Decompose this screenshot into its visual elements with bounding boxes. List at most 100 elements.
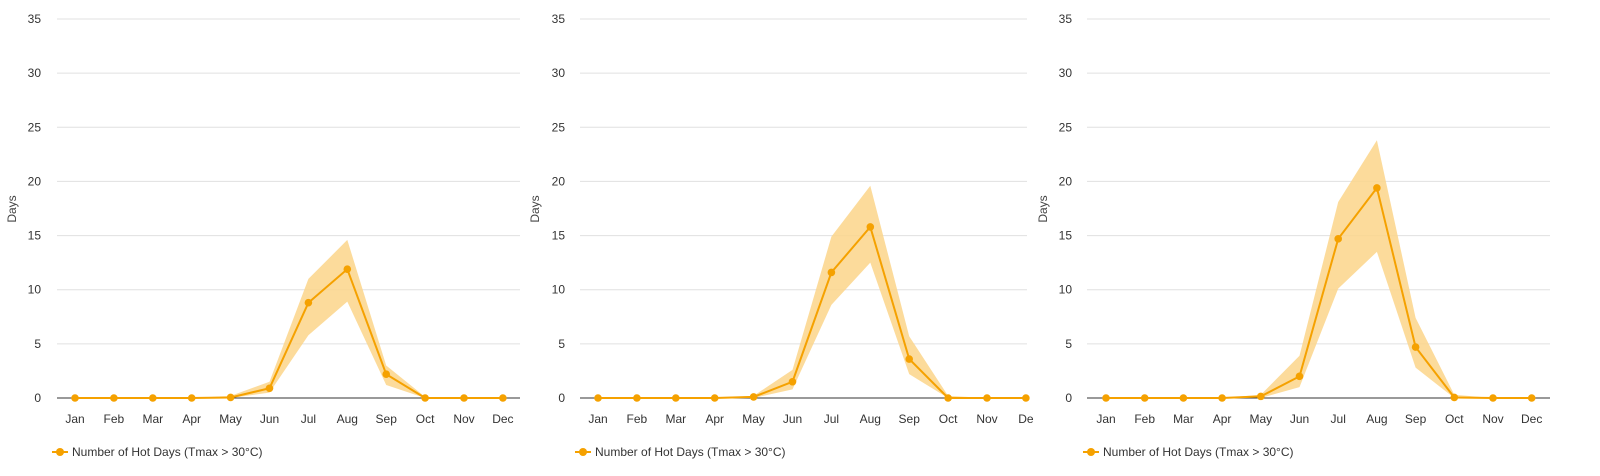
data-point	[710, 394, 719, 402]
data-point	[460, 394, 468, 402]
y-tick-label: 30	[28, 66, 42, 80]
data-point	[1373, 184, 1381, 192]
x-tick-label: Feb	[104, 412, 125, 426]
x-tick-label: Dec	[1521, 412, 1542, 426]
data-point	[187, 394, 196, 402]
y-tick-label: 0	[558, 391, 565, 405]
data-point	[1179, 394, 1188, 402]
y-tick-label: 30	[1059, 66, 1073, 80]
data-point	[788, 377, 797, 386]
data-point	[1489, 394, 1497, 402]
x-tick-label: Nov	[976, 412, 997, 426]
y-tick-label: 35	[552, 12, 566, 26]
data-point	[499, 394, 507, 402]
x-tick-label: Jan	[1096, 412, 1115, 426]
data-point	[827, 268, 836, 277]
x-tick-label: Aug	[1366, 412, 1387, 426]
range-band	[75, 239, 503, 398]
x-tick-label: Jun	[783, 412, 802, 426]
x-tick-label: Oct	[1445, 412, 1464, 426]
chart-panel-3: 0 5 10 15 20 25 30 35 Days Jan Feb Mar Apr May Jun Jul A…	[1035, 0, 1600, 476]
y-tick-label: 20	[1059, 174, 1073, 188]
x-tick-label: Apr	[1213, 412, 1232, 426]
x-tick-label: Jul	[301, 412, 316, 426]
chart-svg-3: 0 5 10 15 20 25 30 35 Days Jan Feb Mar Apr May Jun Jul A…	[1036, 12, 1550, 426]
data-point	[1527, 394, 1536, 402]
x-tick-label: Mar	[665, 412, 686, 426]
data-point	[110, 394, 118, 402]
data-point	[1450, 393, 1459, 402]
y-tick-label: 15	[1059, 229, 1073, 243]
y-tick-label: 25	[1059, 120, 1073, 134]
y-tick-label: 5	[558, 337, 565, 351]
x-tick-label: Aug	[337, 412, 358, 426]
y-tick-label: 35	[1059, 12, 1073, 26]
x-tick-label: Oct	[939, 412, 958, 426]
x-tick-label: Nov	[453, 412, 474, 426]
legend-swatch-icon	[575, 447, 591, 457]
x-tick-label: Sep	[1405, 412, 1427, 426]
x-tick-label: Dec	[492, 412, 513, 426]
chart-svg-2: 0 5 10 15 20 25 30 35 Days Jan Feb Mar Apr May Jun Jul A…	[528, 12, 1034, 426]
chart-panel-2: 0 5 10 15 20 25 30 35 Days Jan Feb Mar Apr May Jun Jul A…	[527, 0, 1057, 476]
data-point	[1102, 394, 1110, 402]
data-point	[149, 394, 157, 402]
data-point	[749, 393, 758, 401]
x-tick-label: May	[219, 412, 242, 426]
x-tick-label: Jan	[588, 412, 607, 426]
y-tick-label: 0	[1065, 391, 1072, 405]
data-point	[1140, 394, 1149, 402]
legend-swatch-icon	[1083, 447, 1099, 457]
series-line	[1106, 185, 1532, 399]
legend-swatch-icon	[52, 447, 68, 457]
data-point	[226, 393, 235, 402]
chart-panel-1: 0 5 10 15 20 25 30 35 Days Jan Feb Mar Apr May Jun Jul A…	[0, 0, 530, 476]
y-tick-label: 15	[552, 229, 566, 243]
x-tick-label: Nov	[1482, 412, 1503, 426]
legend-item-1[interactable]: Number of Hot Days (Tmax > 30°C)	[52, 445, 263, 459]
series-line	[598, 224, 1026, 399]
data-point	[633, 394, 641, 402]
y-axis-title: Days	[1036, 195, 1050, 222]
legend-item-2[interactable]: Number of Hot Days (Tmax > 30°C)	[575, 445, 786, 459]
y-axis-title: Days	[5, 195, 19, 222]
legend-label: Number of Hot Days (Tmax > 30°C)	[595, 445, 786, 459]
x-tick-label: Sep	[376, 412, 398, 426]
range-band	[598, 185, 1026, 398]
x-tick-label: Jun	[260, 412, 279, 426]
y-tick-label: 20	[552, 174, 566, 188]
y-tick-label: 0	[34, 391, 41, 405]
x-tick-label: Jun	[1290, 412, 1309, 426]
y-tick-label: 20	[28, 174, 42, 188]
y-tick-label: 35	[28, 12, 42, 26]
x-tick-label: Sep	[899, 412, 921, 426]
data-point	[944, 394, 952, 402]
x-tick-label: Jul	[824, 412, 839, 426]
data-point	[1022, 394, 1030, 402]
series-line	[75, 267, 503, 399]
x-tick-label: Oct	[416, 412, 435, 426]
data-point	[343, 265, 352, 273]
data-point	[1334, 235, 1342, 243]
y-tick-label: 5	[34, 337, 41, 351]
data-point	[905, 355, 913, 363]
y-tick-label: 15	[28, 229, 42, 243]
legend-item-3[interactable]: Number of Hot Days (Tmax > 30°C)	[1083, 445, 1294, 459]
y-tick-label: 25	[28, 120, 42, 134]
y-tick-label: 10	[1059, 283, 1073, 297]
data-point	[382, 370, 391, 378]
data-point	[866, 223, 875, 231]
y-tick-label: 10	[28, 283, 42, 297]
x-tick-label: De	[1018, 412, 1034, 426]
x-tick-label: Feb	[627, 412, 648, 426]
data-point	[421, 394, 429, 402]
legend-label: Number of Hot Days (Tmax > 30°C)	[1103, 445, 1294, 459]
x-tick-label: Feb	[1134, 412, 1155, 426]
data-point	[265, 384, 274, 393]
data-point	[594, 394, 602, 402]
x-tick-label: Apr	[705, 412, 724, 426]
range-band	[1106, 140, 1532, 398]
y-tick-label: 25	[552, 120, 566, 134]
x-tick-label: Apr	[182, 412, 201, 426]
data-point	[1295, 372, 1304, 381]
